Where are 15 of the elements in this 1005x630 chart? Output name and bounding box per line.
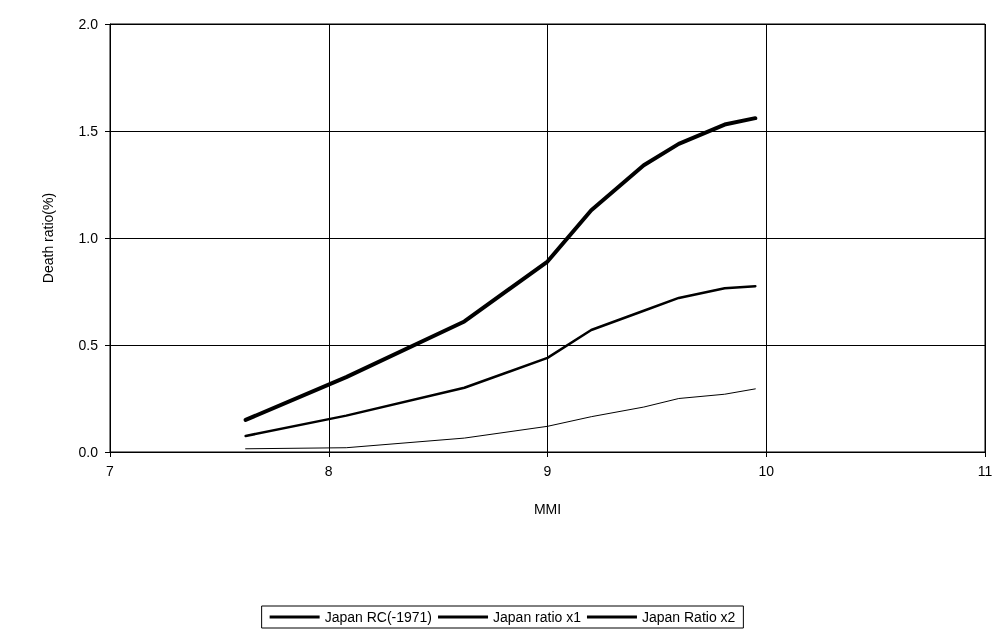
legend-label: Japan Ratio x2 (641, 609, 736, 625)
y-tick-label: 1.5 (78, 123, 99, 139)
y-tick-label: 1.0 (78, 230, 99, 246)
legend-label: Japan ratio x1 (493, 609, 582, 625)
x-tick-label: 7 (106, 463, 115, 479)
y-axis-title: Death ratio(%) (40, 192, 56, 284)
y-tick-label: 0.5 (78, 337, 99, 353)
y-tick-label: 2.0 (78, 16, 99, 32)
x-tick-label: 11 (977, 463, 993, 479)
x-axis-title: MMI (533, 501, 562, 517)
y-tick-label: 0.0 (78, 444, 99, 460)
x-tick-label: 9 (543, 463, 552, 479)
legend-label: Japan RC(-1971) (324, 609, 433, 625)
x-tick-label: 8 (324, 463, 333, 479)
x-tick-label: 10 (758, 463, 775, 479)
